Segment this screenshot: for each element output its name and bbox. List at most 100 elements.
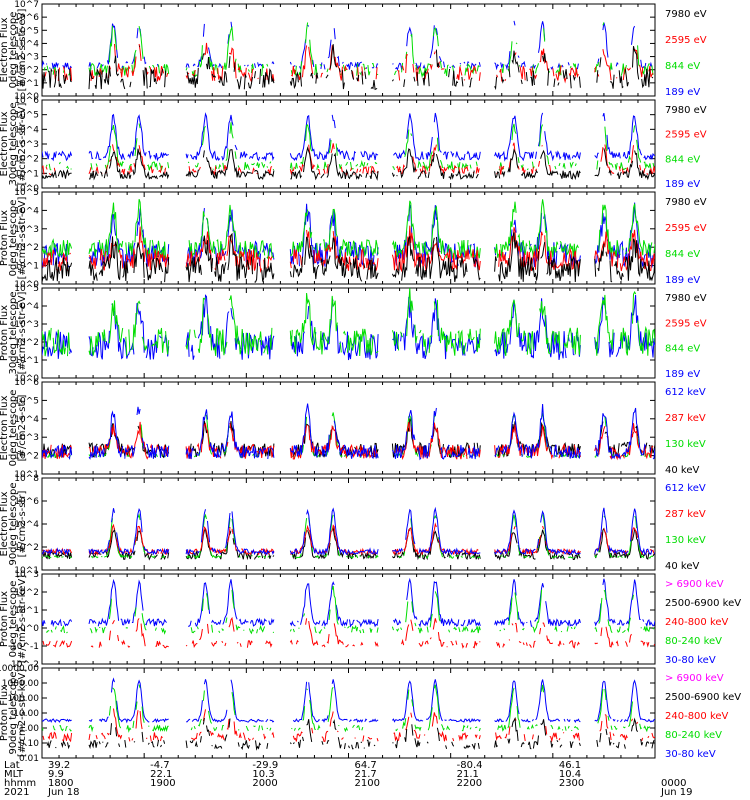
- legend-entry: 844 eV: [665, 154, 700, 165]
- axis-value: 1800: [48, 778, 73, 789]
- axis-value: 1900: [150, 778, 175, 789]
- y-tick-label: 10^5: [14, 26, 39, 36]
- y-tick-label: 10^6: [14, 13, 39, 23]
- y-tick-label: 10^7: [14, 0, 39, 10]
- legend-entry: 189 eV: [665, 87, 700, 98]
- axis-value: 21.7: [355, 769, 377, 780]
- legend-entry: > 6900 keV: [665, 579, 724, 590]
- series-line: [42, 288, 655, 357]
- series-line: [42, 44, 654, 91]
- legend-entry: 189 eV: [665, 275, 700, 286]
- y-tick-label: 0.01: [19, 754, 39, 764]
- y-tick-label: 10^6: [14, 497, 39, 507]
- legend-entry: 2500-6900 keV: [665, 598, 741, 609]
- y-tick-label: 10^3: [14, 140, 39, 150]
- legend-entry: 2595 eV: [665, 35, 707, 46]
- legend-entry: 844 eV: [665, 344, 700, 355]
- y-axis-label: MEPEDProton Flux90deg telescope[#/cm2-s-…: [0, 669, 28, 757]
- y-tick-label: 10^-2: [11, 660, 39, 670]
- row-label: Lat: [4, 760, 20, 771]
- y-tick-label: 10^5: [14, 396, 39, 406]
- legend-entry: 2500-6900 keV: [665, 692, 741, 703]
- legend-entry: 2595 eV: [665, 318, 707, 329]
- y-tick-label: 10^5: [14, 188, 39, 198]
- y-tick-label: 10^0: [14, 374, 39, 384]
- y-tick-label: 10^4: [14, 520, 39, 530]
- y-tick-label: 10^1: [14, 566, 39, 576]
- y-tick-label: 10^1: [14, 356, 39, 366]
- y-axis-label: TEDElectron Flux30deg telescope[#/cm2-s-…: [0, 102, 28, 185]
- series-line: [45, 122, 655, 172]
- series-line: [42, 708, 655, 743]
- axis-value: -4.7: [150, 760, 170, 771]
- y-tick-label: 10^2: [14, 543, 39, 553]
- y-axis-label: TEDElectron Flux0deg telescope[#/cm2-s-s…: [0, 9, 28, 92]
- legend-entry: 130 keV: [665, 439, 706, 450]
- panel-6: 10^1 10^2 10^4 10^6 10^8MEPEDElectron Flux90…: [0, 474, 706, 576]
- axis-value: 39.2: [48, 760, 70, 771]
- y-tick-label: 10^0: [14, 184, 39, 194]
- y-tick-label: 10^4: [14, 39, 39, 49]
- y-tick-label: 10^3: [14, 433, 39, 443]
- axis-value: 10.3: [252, 769, 274, 780]
- series-line: [42, 685, 655, 731]
- series-line: [46, 716, 655, 751]
- y-tick-label: 10^-1: [11, 642, 39, 652]
- legend-entry: 612 keV: [665, 387, 706, 398]
- y-tick-label: 10000.00: [0, 664, 39, 674]
- y-tick-label: 10^2: [14, 66, 39, 76]
- panel-3: 10^0 10^1 10^2 10^3 10^4 10^5TEDProton Flux0d…: [0, 188, 707, 290]
- y-tick-label: 10^6: [14, 96, 39, 106]
- legend-entry: 40 keV: [665, 465, 699, 476]
- y-tick-label: 10^4: [14, 302, 39, 312]
- legend-entry: 7980 eV: [665, 105, 707, 116]
- legend-entry: > 6900 keV: [665, 673, 724, 684]
- y-tick-label: 10^4: [14, 415, 39, 425]
- axis-value: 46.1: [559, 760, 581, 771]
- y-tick-label: 10^6: [14, 378, 39, 388]
- y-tick-label: 0.10: [19, 739, 39, 749]
- y-axis-label: MEPEDElectron Flux90deg telescope[#/cm2-…: [0, 482, 28, 565]
- panel-2: 10^0 10^1 10^2 10^3 10^4 10^5 10^6TEDElectron …: [0, 96, 707, 194]
- y-tick-label: 10^1: [14, 606, 39, 616]
- axis-value: -80.4: [457, 760, 483, 771]
- y-tick-label: 10^2: [14, 452, 39, 462]
- row-label: MLT: [4, 769, 24, 780]
- y-tick-label: 10^1: [14, 470, 39, 480]
- panel-1: 10^0 10^1 10^2 10^3 10^4 10^5 10^6 10^7TEDElect…: [0, 0, 707, 102]
- y-tick-label: 10^1: [14, 262, 39, 272]
- y-tick-label: 10^2: [14, 243, 39, 253]
- row-label: hhmm: [4, 778, 36, 789]
- legend-entry: 189 eV: [665, 369, 700, 380]
- y-tick-label: 10^4: [14, 206, 39, 216]
- y-tick-label: 10^5: [14, 111, 39, 121]
- axis-value: 21.1: [457, 769, 479, 780]
- y-axis-label: TEDProton Flux0deg telescope[#/cm2-s-str…: [0, 197, 28, 280]
- panel-frame: [41, 3, 656, 97]
- series-line: [42, 616, 655, 649]
- y-tick-label: 10^2: [14, 338, 39, 348]
- legend-entry: 30-80 keV: [665, 749, 716, 760]
- y-tick-label: 10^3: [14, 225, 39, 235]
- panel-5: 10^1 10^2 10^3 10^4 10^5 10^6 MEPEDElectron Fl…: [0, 378, 706, 480]
- y-tick-label: 10^3: [14, 570, 39, 580]
- y-tick-label: 10^5: [14, 284, 39, 294]
- axis-value: 64.7: [355, 760, 377, 771]
- y-tick-label: 10^0: [14, 624, 39, 634]
- axis-value: 2000: [252, 778, 277, 789]
- axis-value: Jun 19: [660, 787, 693, 798]
- axis-value: 9.9: [48, 769, 64, 780]
- y-tick-label: 10^2: [14, 588, 39, 598]
- legend-entry: 80-240 keV: [665, 730, 722, 741]
- legend-entry: 130 keV: [665, 535, 706, 546]
- y-tick-label: 10^1: [14, 169, 39, 179]
- axis-value: 22.1: [150, 769, 172, 780]
- series-line: [42, 203, 655, 268]
- y-axis-label: MEPEDProton Flux0deg telescope[#/cm2-s-s…: [0, 575, 28, 663]
- y-axis-label: MEPEDElectron Flux0deg telescope[#/cm2-s…: [0, 390, 28, 467]
- axis-value: 2200: [457, 778, 482, 789]
- panel-4: 10^0 10^1 10^2 10^3 10^4 10^5TEDProton Flux30…: [0, 284, 707, 384]
- y-tick-label: 100.00: [8, 694, 40, 704]
